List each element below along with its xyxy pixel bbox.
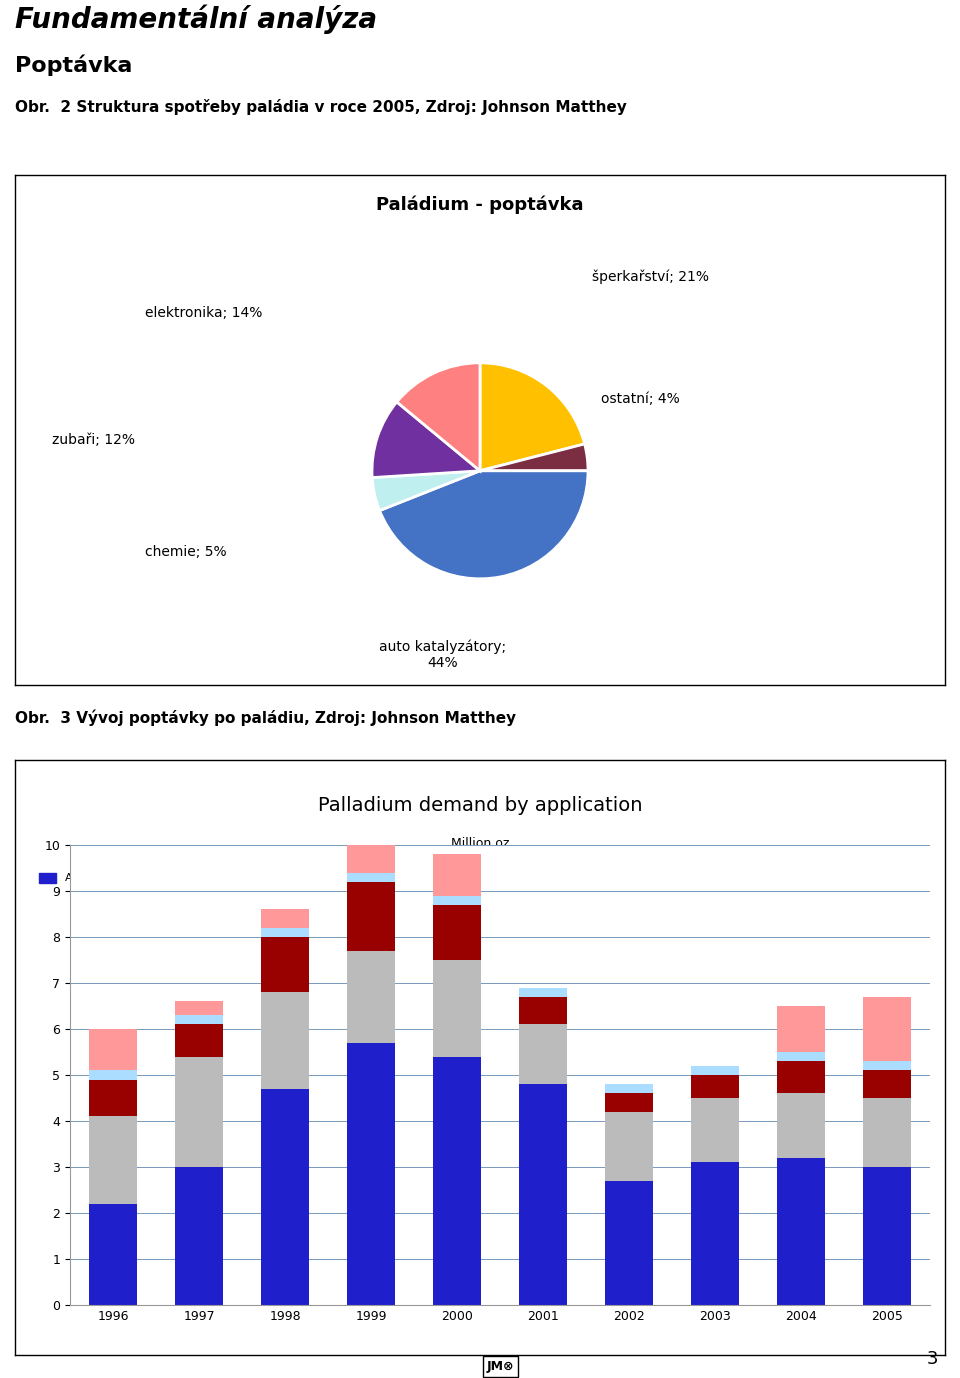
Bar xyxy=(176,1002,223,1016)
Bar xyxy=(348,831,395,872)
Bar xyxy=(863,1061,911,1071)
Text: JM⊗: JM⊗ xyxy=(487,1360,514,1374)
Bar xyxy=(863,996,911,1061)
Text: Palladium demand by application: Palladium demand by application xyxy=(318,795,642,814)
Bar xyxy=(863,1167,911,1305)
Bar xyxy=(176,1167,223,1305)
Text: elektronika; 14%: elektronika; 14% xyxy=(145,306,263,320)
Text: Obr.  2 Struktura spotřeby paládia v roce 2005, Zdroj: Johnson Matthey: Obr. 2 Struktura spotřeby paládia v roce… xyxy=(15,99,627,114)
Text: Paládium - poptávka: Paládium - poptávka xyxy=(376,196,584,214)
Bar xyxy=(89,1029,136,1071)
Bar xyxy=(606,1112,653,1181)
Wedge shape xyxy=(372,402,480,478)
Text: ostatní; 4%: ostatní; 4% xyxy=(601,393,680,407)
Text: 3: 3 xyxy=(926,1350,938,1368)
Bar xyxy=(89,1079,136,1116)
Wedge shape xyxy=(480,362,585,471)
Bar xyxy=(261,1089,309,1305)
Bar xyxy=(348,951,395,1043)
Bar xyxy=(261,937,309,992)
Bar xyxy=(348,872,395,882)
Bar xyxy=(863,1098,911,1167)
Text: Fundamentální analýza: Fundamentální analýza xyxy=(15,6,377,34)
Bar xyxy=(606,1093,653,1112)
Bar xyxy=(778,1051,825,1061)
Bar xyxy=(433,960,481,1057)
Bar xyxy=(691,1075,738,1098)
Legend: Autocatalyst (net), Electronics, Dental, Other, Jewellery: Autocatalyst (net), Electronics, Dental,… xyxy=(39,872,483,883)
Bar xyxy=(176,1016,223,1024)
Bar xyxy=(519,1084,566,1305)
Bar xyxy=(348,1043,395,1305)
Bar xyxy=(778,1158,825,1305)
Text: zubaři; 12%: zubaři; 12% xyxy=(52,433,135,448)
Bar xyxy=(433,905,481,960)
Bar xyxy=(433,896,481,905)
Wedge shape xyxy=(379,471,588,579)
Bar xyxy=(606,1084,653,1093)
Text: šperkařství; 21%: šperkařství; 21% xyxy=(591,270,708,284)
Bar xyxy=(519,996,566,1024)
Bar xyxy=(778,1006,825,1051)
Bar xyxy=(778,1093,825,1158)
Bar xyxy=(433,854,481,896)
Bar xyxy=(261,927,309,937)
Bar xyxy=(261,992,309,1089)
Bar xyxy=(863,1071,911,1098)
Bar xyxy=(519,1024,566,1084)
Bar xyxy=(89,1116,136,1204)
Bar xyxy=(606,1181,653,1305)
Bar xyxy=(691,1163,738,1305)
Text: chemie; 5%: chemie; 5% xyxy=(145,546,227,559)
Bar xyxy=(348,882,395,951)
Bar xyxy=(778,1061,825,1093)
Bar xyxy=(433,1057,481,1305)
Text: Poptávka: Poptávka xyxy=(15,55,132,77)
Wedge shape xyxy=(480,444,588,471)
Bar xyxy=(176,1024,223,1057)
Bar xyxy=(261,909,309,927)
Bar xyxy=(519,988,566,996)
Bar xyxy=(691,1065,738,1075)
Text: Million oz: Million oz xyxy=(451,838,509,850)
Text: Obr.  3 Vývoj poptávky po paládiu, Zdroj: Johnson Matthey: Obr. 3 Vývoj poptávky po paládiu, Zdroj:… xyxy=(15,710,516,725)
Bar xyxy=(176,1057,223,1167)
Text: auto katalyzátory;
44%: auto katalyzátory; 44% xyxy=(379,639,506,670)
Bar xyxy=(89,1204,136,1305)
Bar xyxy=(691,1098,738,1163)
Bar xyxy=(89,1071,136,1079)
Wedge shape xyxy=(372,471,480,511)
Wedge shape xyxy=(396,362,480,471)
